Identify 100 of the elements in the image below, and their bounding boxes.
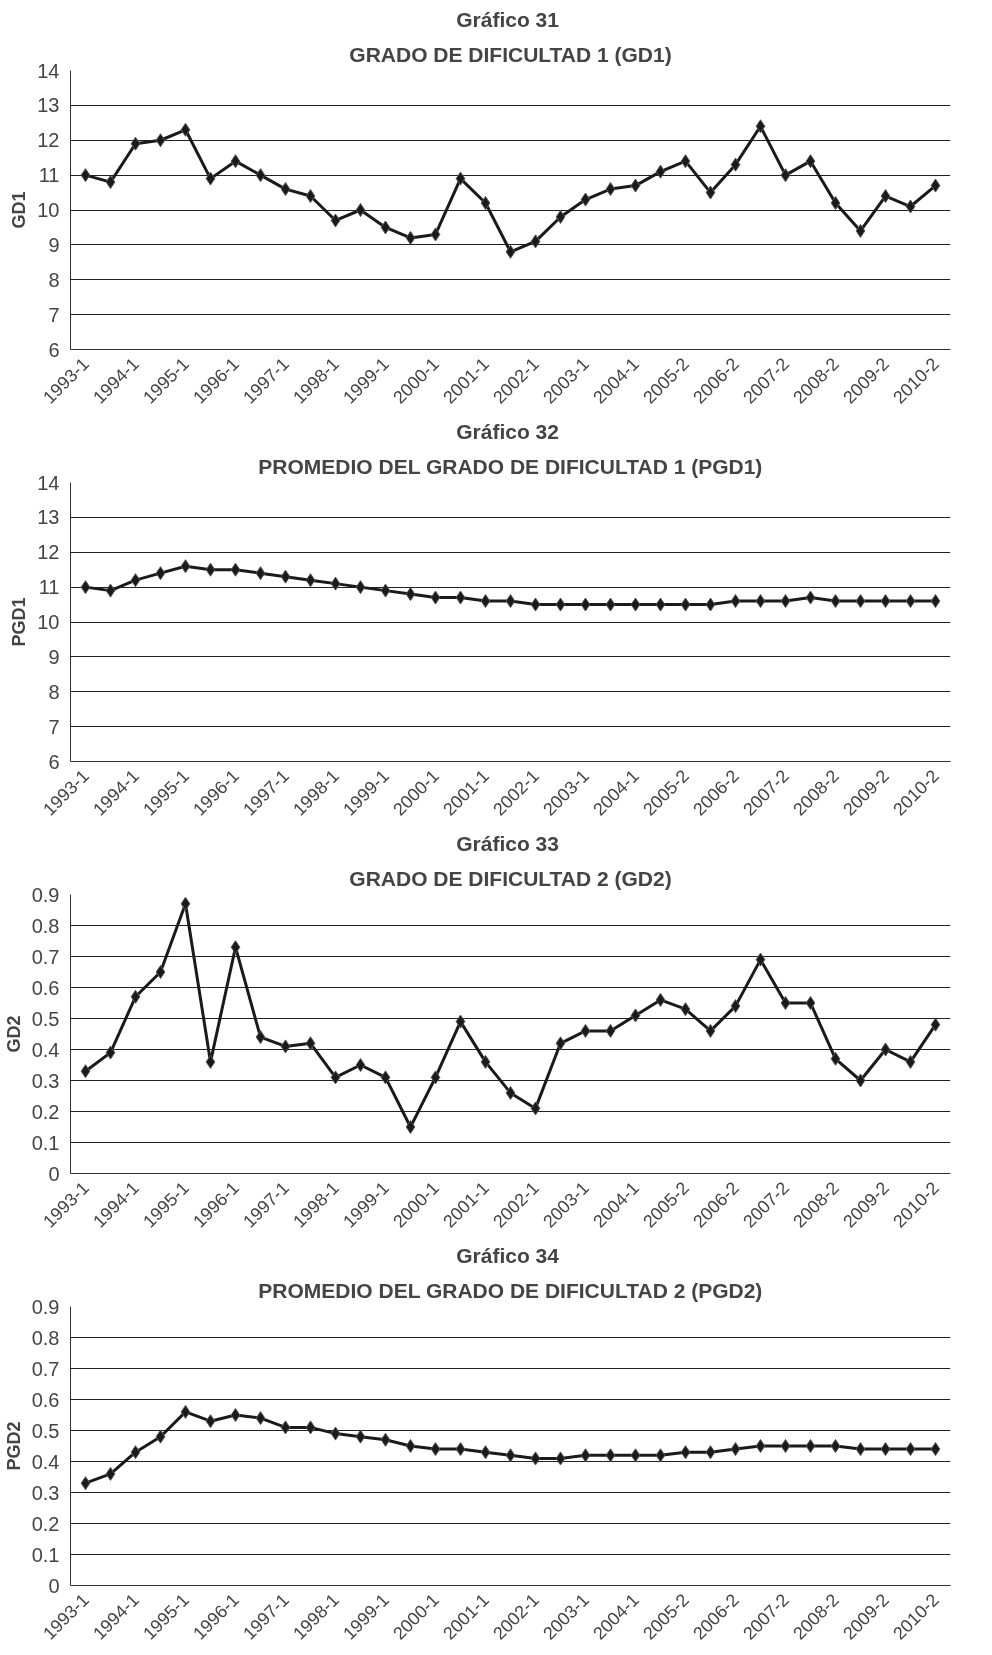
point: [555, 597, 566, 612]
y-tick-label: 0: [48, 1574, 60, 1597]
point: [155, 133, 166, 148]
point: [530, 597, 541, 612]
y-tick-label: 0.3: [31, 1481, 60, 1504]
point: [180, 122, 191, 137]
point: [205, 1054, 216, 1069]
point: [630, 1448, 641, 1463]
point: [455, 1014, 466, 1029]
point: [80, 580, 91, 595]
point: [705, 185, 716, 200]
point: [255, 168, 266, 183]
point: [130, 573, 141, 588]
point: [330, 576, 341, 591]
point: [155, 566, 166, 581]
point: [305, 1036, 316, 1051]
point: [605, 1023, 616, 1038]
point: [405, 1439, 416, 1453]
point: [830, 1051, 841, 1066]
point: [230, 1408, 241, 1422]
point: [155, 1429, 166, 1444]
point: [330, 1426, 341, 1441]
point: [130, 1445, 141, 1460]
chart-subtitle: PROMEDIO DEL GRADO DE DIFICULTAD 1 (PGD1): [258, 454, 763, 478]
point: [880, 189, 891, 204]
point: [80, 1064, 91, 1079]
y-tick-label: 10: [37, 199, 60, 221]
y-tick-label: 11: [38, 164, 60, 187]
point: [280, 1039, 291, 1054]
point: [605, 182, 616, 197]
point: [555, 1036, 566, 1051]
point: [680, 1445, 691, 1460]
y-tick-label: 8: [48, 268, 60, 291]
point: [430, 1070, 441, 1085]
point: [730, 157, 741, 172]
point: [755, 952, 766, 967]
point: [355, 1429, 366, 1444]
point: [530, 1451, 541, 1466]
point: [430, 227, 441, 242]
point: [580, 192, 591, 207]
point: [480, 594, 491, 609]
point: [380, 220, 391, 235]
point: [655, 597, 666, 612]
point: [580, 1023, 591, 1038]
point: [455, 171, 466, 186]
point: [555, 209, 566, 224]
y-tick-label: 0.3: [31, 1069, 60, 1092]
point: [380, 583, 391, 598]
point: [330, 213, 341, 228]
point: [180, 559, 191, 574]
point: [505, 594, 516, 609]
y-tick-label: 0.8: [31, 914, 60, 937]
point: [730, 999, 741, 1014]
point: [855, 1073, 866, 1088]
y-tick-label: 0.7: [31, 945, 60, 968]
point: [630, 178, 641, 193]
point: [455, 1442, 466, 1457]
point: [830, 594, 841, 609]
point: [705, 1023, 716, 1038]
point: [605, 1448, 616, 1463]
point: [455, 590, 466, 605]
point: [755, 594, 766, 609]
point: [780, 996, 791, 1010]
point: [255, 1030, 266, 1045]
point: [680, 597, 691, 612]
point: [855, 223, 866, 238]
point: [530, 234, 541, 249]
point: [180, 1404, 191, 1419]
y-tick-label: 0.4: [31, 1038, 60, 1061]
point: [130, 989, 141, 1004]
point: [805, 1439, 816, 1453]
point: [930, 1442, 941, 1457]
point: [480, 1054, 491, 1069]
point: [205, 1414, 216, 1429]
y-tick-label: 9: [48, 233, 60, 256]
y-tick-label: 6: [48, 750, 60, 773]
point: [180, 896, 191, 911]
point: [405, 230, 416, 245]
point: [80, 168, 91, 183]
point: [430, 1442, 441, 1457]
point: [905, 594, 916, 609]
point: [355, 203, 366, 217]
point: [305, 573, 316, 588]
point: [105, 1045, 116, 1060]
point: [255, 566, 266, 581]
y-tick-label: 0.7: [31, 1357, 60, 1380]
y-tick-label: 9: [48, 645, 60, 668]
point: [155, 965, 166, 979]
point: [405, 587, 416, 602]
point: [205, 171, 216, 186]
point: [305, 189, 316, 204]
point: [880, 1442, 891, 1457]
point: [355, 1058, 366, 1072]
point: [730, 594, 741, 609]
point: [230, 940, 241, 955]
point: [80, 1476, 91, 1491]
point: [755, 119, 766, 134]
point: [855, 1442, 866, 1457]
point: [880, 594, 891, 609]
point: [280, 569, 291, 584]
